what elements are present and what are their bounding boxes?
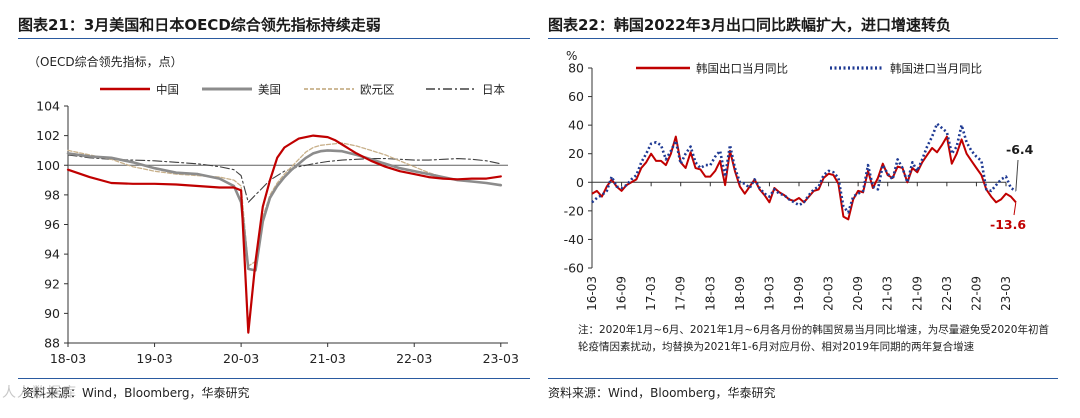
source-divider <box>18 378 530 379</box>
y-tick-label: 20 <box>568 146 584 161</box>
x-tick-label: 21-03 <box>310 351 346 366</box>
legend-label: 韩国进口当月同比 <box>890 62 982 76</box>
source-divider <box>548 378 1058 379</box>
x-tick-label: 20-09 <box>851 276 865 311</box>
annotation-leader <box>1013 202 1017 216</box>
y-tick-label: 40 <box>568 118 584 133</box>
x-tick-label: 22-03 <box>940 276 954 311</box>
x-tick-label: 23-03 <box>999 276 1013 311</box>
figure-title: 韩国2022年3月出口同比跌幅扩大，进口增速转负 <box>613 16 952 34</box>
legend-label: 韩国出口当月同比 <box>696 62 788 76</box>
left-chart-panel: 图表21：3月美国和日本OECD综合领先指标持续走弱 （OECD综合领先指标，点… <box>0 0 530 418</box>
watermark: 人人数据库 <box>2 385 77 401</box>
chart-note: 注：2020年1月~6月、2021年1月~6月各月份的韩国贸易当月同比增速，为尽… <box>578 324 1049 353</box>
annotation-import: -6.4 <box>1006 142 1034 157</box>
y-tick-label: 100 <box>36 158 60 173</box>
x-tick-label: 21-09 <box>910 276 924 311</box>
series-line-欧元区 <box>67 142 502 267</box>
y-tick-label: 90 <box>44 306 60 321</box>
figure-title: 3月美国和日本OECD综合领先指标持续走弱 <box>83 16 381 34</box>
x-tick-label: 18-03 <box>703 276 717 311</box>
x-tick-label: 20-03 <box>223 351 259 366</box>
y-axis-label: % <box>566 49 577 63</box>
legend-label: 欧元区 <box>360 83 395 97</box>
x-tick-label: 22-03 <box>396 351 432 366</box>
title-divider <box>18 38 530 39</box>
y-tick-label: 98 <box>44 187 60 202</box>
y-tick-label: -60 <box>564 261 584 276</box>
x-tick-label: 23-03 <box>483 351 519 366</box>
legend-label: 美国 <box>258 83 281 97</box>
chart-title-right: 图表22：韩国2022年3月出口同比跌幅扩大，进口增速转负 <box>548 14 951 35</box>
series-line-中国 <box>66 134 502 334</box>
x-tick-label: 20-03 <box>822 276 836 311</box>
right-chart-panel: 图表22：韩国2022年3月出口同比跌幅扩大，进口增速转负 % -60 -40 -20… <box>540 0 1080 418</box>
y-tick-label: 92 <box>44 276 60 291</box>
line-chart-left: （OECD综合领先指标，点） 88 90 92 94 96 98 100 102 104 18-03… <box>28 54 519 366</box>
x-tick-label: 18-09 <box>733 276 747 311</box>
y-tick-label: 104 <box>36 99 60 114</box>
figure-label: 图表21： <box>18 16 84 34</box>
x-tick-label: 17-09 <box>674 276 688 311</box>
annotation-export: -13.6 <box>990 217 1026 232</box>
x-tick-label: 19-09 <box>792 276 806 311</box>
y-tick-label: 0 <box>576 175 584 190</box>
x-tick-label: 16-03 <box>585 276 599 311</box>
x-tick-label: 19-03 <box>762 276 776 311</box>
y-tick-label: 94 <box>44 247 60 262</box>
source-text-left: 资料来源：Wind，Bloomberg，华泰研究 <box>22 386 250 400</box>
x-tick-label: 16-09 <box>615 276 629 311</box>
annotation-leader <box>1015 159 1019 191</box>
chart-title-left: 图表21：3月美国和日本OECD综合领先指标持续走弱 <box>18 14 381 35</box>
legend-label: 中国 <box>156 83 179 97</box>
y-tick-label: 96 <box>44 217 60 232</box>
x-tick-label: 19-03 <box>136 351 172 366</box>
y-tick-label: -40 <box>564 232 584 247</box>
line-chart-right: % -60 -40 -20 0 20 40 60 80 16-03 16-09 17-03 17-09 1… <box>564 49 1034 311</box>
series-line-韩国出口当月同比 <box>591 135 1017 221</box>
y-tick-label: 102 <box>36 128 60 143</box>
title-divider <box>548 38 1058 39</box>
y-tick-label: 60 <box>568 89 584 104</box>
x-tick-label: 18-03 <box>50 351 86 366</box>
y-tick-label: 88 <box>44 336 60 351</box>
series-line-韩国进口当月同比 <box>591 122 1017 214</box>
x-tick-label: 17-03 <box>644 276 658 311</box>
figure-label: 图表22： <box>548 16 614 34</box>
y-axis-label: （OECD综合领先指标，点） <box>28 54 183 69</box>
legend-label: 日本 <box>482 83 505 97</box>
x-tick-label: 22-09 <box>969 276 983 311</box>
x-tick-label: 21-03 <box>881 276 895 311</box>
series-line-美国 <box>66 149 503 272</box>
y-tick-label: -20 <box>564 203 584 218</box>
y-tick-label: 80 <box>568 61 584 76</box>
source-text-right: 资料来源：Wind，Bloomberg，华泰研究 <box>548 386 776 400</box>
